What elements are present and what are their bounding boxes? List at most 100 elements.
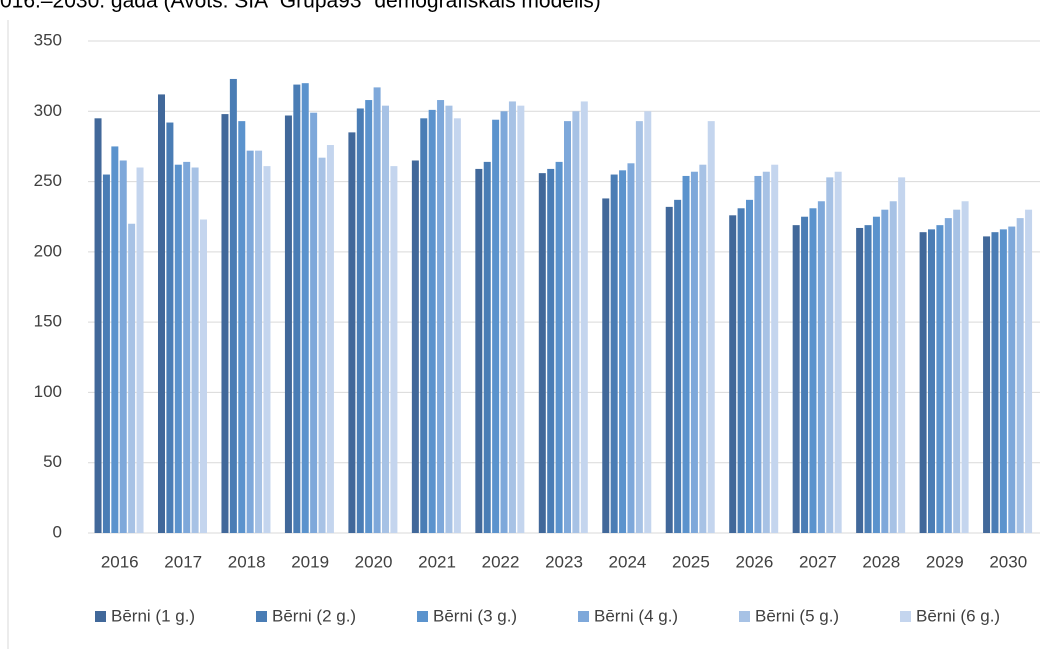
bar — [674, 199, 682, 534]
bar — [881, 209, 889, 533]
bar — [572, 111, 580, 534]
bar — [373, 87, 381, 533]
bar — [94, 118, 102, 534]
bar — [1008, 226, 1016, 533]
legend-swatch — [739, 611, 750, 622]
y-tick-label: 350 — [34, 30, 62, 49]
bar — [158, 94, 165, 533]
bar — [746, 199, 753, 534]
bar — [508, 101, 516, 534]
bar — [580, 101, 588, 534]
bar — [382, 105, 389, 534]
x-tick-label: 2019 — [291, 552, 329, 571]
chart-title: 016.–2030. gadā (Avots: SIA “Grupa93” de… — [0, 0, 601, 13]
y-tick-label: 250 — [34, 171, 62, 190]
x-tick-label: 2028 — [862, 552, 900, 571]
bar — [999, 229, 1007, 533]
bar — [707, 121, 715, 533]
bar — [729, 215, 737, 533]
y-tick-label: 200 — [34, 241, 62, 260]
bar — [191, 167, 199, 533]
bar — [826, 177, 834, 533]
legend-swatch — [900, 611, 911, 622]
bar — [834, 171, 842, 533]
bar — [174, 164, 182, 533]
bar — [801, 216, 809, 533]
bar — [864, 225, 872, 534]
bar — [420, 118, 428, 534]
bar — [255, 150, 263, 533]
bar — [961, 201, 969, 533]
bar — [517, 105, 525, 534]
y-tick-label: 300 — [34, 101, 62, 120]
bar — [699, 164, 707, 533]
x-tick-label: 2016 — [101, 552, 139, 571]
bar — [1025, 209, 1033, 533]
bar — [1016, 218, 1024, 533]
bar — [635, 121, 643, 533]
bar — [872, 216, 880, 533]
bar — [991, 232, 999, 534]
bar — [310, 112, 318, 533]
bar — [111, 146, 119, 533]
bar — [453, 118, 461, 534]
bar — [564, 121, 571, 533]
bar — [817, 201, 825, 533]
x-tick-label: 2029 — [926, 552, 964, 571]
legend-label: Bērni (4 g.) — [594, 606, 678, 625]
bar — [644, 111, 652, 534]
bar — [411, 160, 419, 533]
bar — [936, 225, 944, 534]
legend-swatch — [417, 611, 428, 622]
legend-swatch — [256, 611, 267, 622]
x-tick-label: 2018 — [228, 552, 266, 571]
bar — [246, 150, 254, 533]
bar — [690, 171, 698, 533]
bar — [809, 208, 817, 533]
bar — [183, 161, 191, 534]
bar — [365, 100, 373, 533]
bar — [128, 223, 136, 533]
bar — [263, 166, 271, 533]
y-tick-label: 50 — [43, 452, 62, 471]
legend-label: Bērni (6 g.) — [916, 606, 1000, 625]
x-tick-label: 2024 — [609, 552, 647, 571]
bar — [856, 227, 864, 533]
bar — [293, 84, 301, 533]
y-tick-label: 0 — [53, 522, 62, 541]
bar — [166, 122, 174, 533]
x-tick-label: 2026 — [735, 552, 773, 571]
bar — [619, 170, 627, 533]
legend-label: Bērni (3 g.) — [433, 606, 517, 625]
bar — [889, 201, 897, 533]
bar — [475, 168, 483, 534]
x-tick-label: 2021 — [418, 552, 456, 571]
bar — [428, 109, 436, 533]
bar — [762, 171, 770, 533]
bar — [102, 174, 110, 534]
bar — [602, 198, 610, 533]
bar — [555, 161, 563, 534]
bar — [919, 232, 927, 534]
x-tick-label: 2023 — [545, 552, 583, 571]
bar — [284, 115, 292, 533]
bar — [318, 157, 326, 533]
bar — [301, 83, 309, 534]
bar — [665, 206, 673, 534]
x-tick-label: 2025 — [672, 552, 710, 571]
bar — [500, 111, 508, 534]
legend-swatch — [578, 611, 589, 622]
x-tick-label: 2030 — [989, 552, 1027, 571]
x-tick-label: 2017 — [164, 552, 202, 571]
y-tick-label: 100 — [34, 382, 62, 401]
bar — [547, 168, 555, 534]
bar — [492, 119, 500, 533]
y-tick-label: 150 — [34, 312, 62, 331]
bar — [356, 108, 364, 533]
bar — [437, 100, 445, 533]
legend-label: Bērni (1 g.) — [111, 606, 195, 625]
bar — [348, 132, 356, 533]
bar — [229, 78, 237, 533]
bar — [792, 225, 800, 534]
bar — [944, 218, 952, 533]
